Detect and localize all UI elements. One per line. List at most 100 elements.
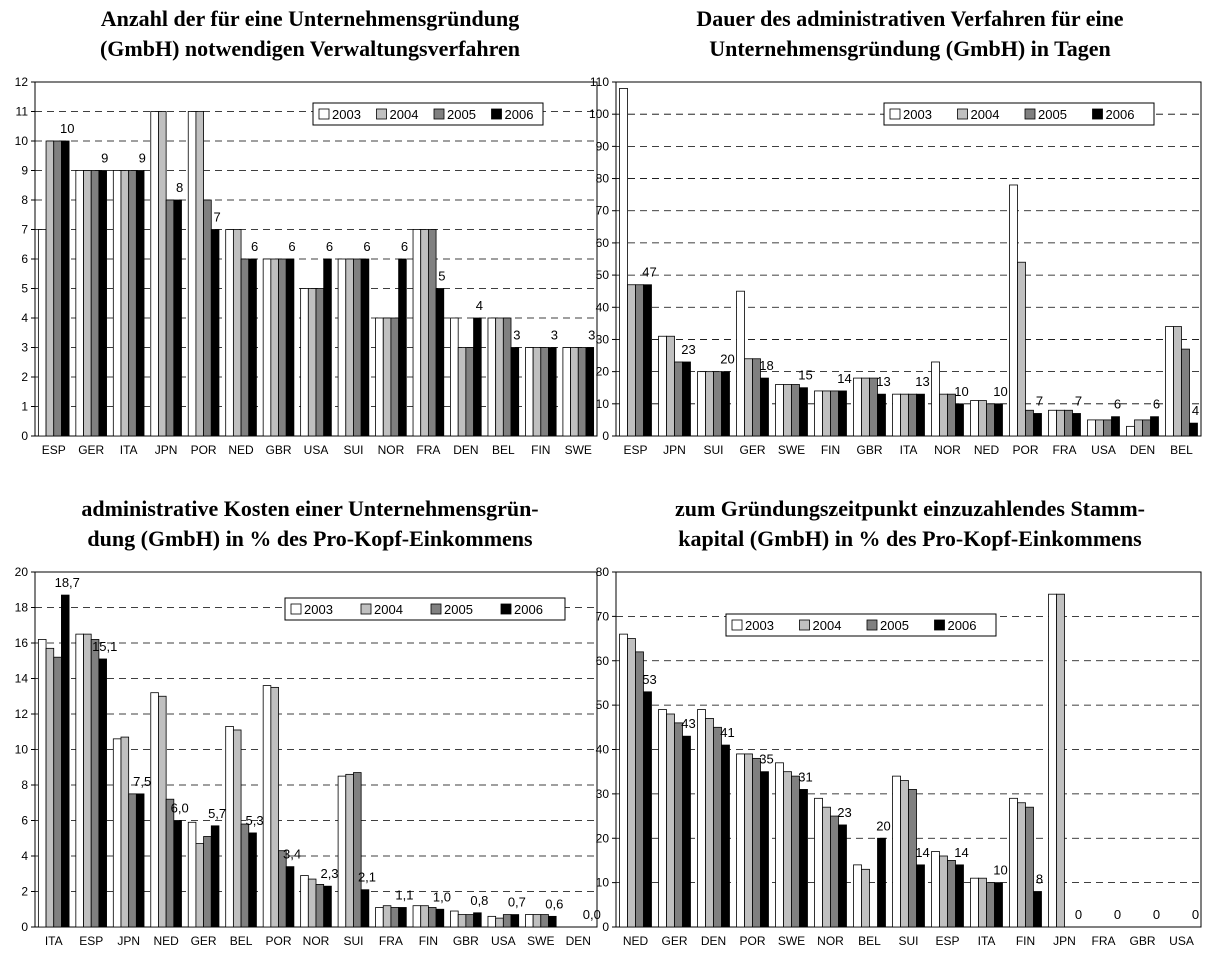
- x-tick-label: SUI: [343, 934, 363, 948]
- bar-2004-fin: [1017, 802, 1026, 928]
- data-label: 4: [476, 298, 483, 313]
- x-tick-label: FRA: [379, 934, 403, 948]
- data-label: 18: [759, 358, 773, 373]
- data-label: 5,3: [246, 813, 264, 828]
- bar-2006-fra: [398, 907, 407, 928]
- bar-2003-ger: [658, 709, 667, 928]
- bar-2006-ned: [994, 403, 1003, 437]
- x-tick-label: NED: [974, 443, 1000, 457]
- data-label: 20: [876, 818, 890, 833]
- data-label: 23: [837, 805, 851, 820]
- y-tick-label: 100: [589, 107, 609, 121]
- legend-swatch: [889, 108, 901, 120]
- bar-2005-ita: [986, 882, 995, 928]
- legend-label: 2004: [390, 107, 419, 122]
- bar-2006-ger: [98, 170, 107, 437]
- bar-2006-usa: [1111, 416, 1120, 437]
- legend-swatch: [360, 603, 372, 615]
- bar-2004-ger: [666, 713, 675, 928]
- bar-2005-sui: [908, 789, 917, 928]
- y-tick-label: 4: [21, 311, 28, 325]
- data-label: 3: [551, 328, 558, 343]
- bar-2006-jpn: [682, 361, 691, 437]
- data-label: 10: [60, 121, 74, 136]
- x-tick-label: JPN: [117, 934, 140, 948]
- data-label: 5: [438, 269, 445, 284]
- x-tick-label: BEL: [858, 934, 881, 948]
- legend-label: 2004: [813, 618, 842, 633]
- bar-2006-ita: [916, 393, 925, 437]
- data-label: 23: [681, 342, 695, 357]
- bar-2006-esp: [643, 284, 652, 437]
- bar-2004-bel: [861, 868, 870, 928]
- bar-2003-esp: [619, 88, 628, 437]
- legend-label: 2005: [1038, 107, 1067, 122]
- x-tick-label: DEN: [453, 443, 478, 457]
- data-label: 8: [176, 180, 183, 195]
- bar-2006-esp: [98, 658, 107, 928]
- data-label: 2,1: [358, 870, 376, 885]
- bar-2005-ned: [635, 651, 644, 928]
- y-tick-label: 8: [21, 778, 28, 792]
- data-label: 6: [326, 239, 333, 254]
- data-label: 1,0: [433, 889, 451, 904]
- y-tick-label: 30: [596, 787, 610, 801]
- x-tick-label: GER: [661, 934, 687, 948]
- data-label: 3: [513, 328, 520, 343]
- x-tick-label: SUI: [703, 443, 723, 457]
- x-tick-label: USA: [1091, 443, 1116, 457]
- legend: [883, 102, 1155, 126]
- x-tick-label: SWE: [778, 934, 805, 948]
- legend-label: 2003: [745, 618, 774, 633]
- data-label: 20: [720, 352, 734, 367]
- bar-2004-ned: [627, 638, 636, 928]
- legend-swatch: [1024, 108, 1036, 120]
- x-tick-label: BEL: [492, 443, 515, 457]
- legend-swatch: [934, 619, 945, 631]
- legend: [284, 597, 566, 621]
- legend-swatch: [866, 619, 878, 631]
- y-tick-label: 90: [596, 139, 610, 153]
- bar-2003-swe: [775, 762, 784, 928]
- bar-2004-por: [270, 686, 279, 928]
- x-tick-label: NED: [153, 934, 179, 948]
- bar-2006-swe: [548, 915, 557, 928]
- data-label: 6: [288, 239, 295, 254]
- data-label: 31: [798, 769, 812, 784]
- x-tick-label: ESP: [935, 934, 959, 948]
- bar-2006-fin: [838, 390, 847, 437]
- x-tick-label: JPN: [155, 443, 178, 457]
- bar-2006-ita: [61, 594, 70, 928]
- data-label: 0: [1075, 907, 1082, 922]
- y-tick-label: 2: [21, 370, 28, 384]
- x-tick-label: FIN: [1016, 934, 1035, 948]
- x-tick-label: ESP: [79, 934, 103, 948]
- y-tick-label: 0: [21, 429, 28, 443]
- x-tick-label: GER: [78, 443, 104, 457]
- bar-2005-ger: [674, 722, 683, 928]
- y-tick-label: 0: [602, 429, 609, 443]
- y-tick-label: 80: [596, 565, 610, 579]
- x-tick-label: NED: [228, 443, 254, 457]
- legend-swatch: [376, 108, 387, 120]
- chart-title-capital: zum Gründungszeitpunkt einzuzahlendes St…: [674, 496, 1145, 551]
- x-tick-label: DEN: [701, 934, 726, 948]
- y-tick-label: 40: [596, 300, 610, 314]
- data-label: 10: [993, 384, 1007, 399]
- data-label: 9: [139, 151, 146, 166]
- bar-2006-jpn: [135, 793, 145, 928]
- legend-label: 2005: [447, 107, 476, 122]
- y-tick-label: 1: [21, 400, 28, 414]
- bar-2006-gbr: [877, 393, 886, 437]
- bar-2006-bel: [1189, 422, 1198, 437]
- bar-2004-swe: [783, 771, 792, 928]
- bar-2006-nor: [323, 885, 332, 928]
- data-label: 7: [1036, 393, 1043, 408]
- x-tick-label: GBR: [1129, 934, 1155, 948]
- chart-title-duration: Dauer des administrativen Verfahren für …: [696, 6, 1124, 61]
- data-label: 6: [1153, 397, 1160, 412]
- legend-swatch: [290, 603, 302, 615]
- bar-2006-ger: [760, 377, 769, 437]
- y-tick-label: 60: [596, 236, 610, 250]
- bar-2006-por: [760, 771, 769, 928]
